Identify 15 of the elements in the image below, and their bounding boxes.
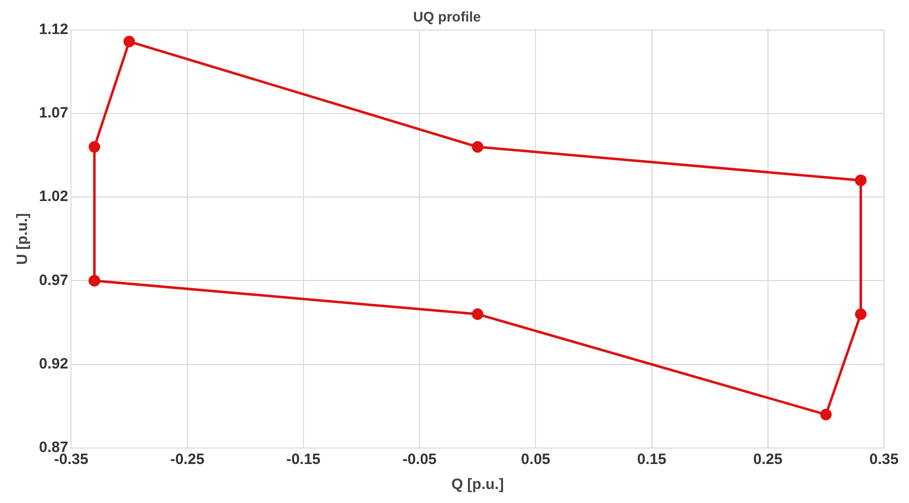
x-tick-label: -0.15 (286, 451, 321, 468)
x-axis-title: Q [p.u.] (451, 476, 504, 494)
y-tick-label: 1.02 (38, 188, 68, 206)
x-tick-label: -0.05 (402, 451, 437, 468)
y-axis-title: U [p.u.] (14, 213, 32, 265)
y-tick-label: 1.07 (38, 104, 68, 122)
x-tick-label: 0.15 (637, 451, 666, 468)
x-tick-label: 0.35 (869, 451, 899, 468)
y-tick-label: 1.12 (38, 20, 68, 38)
y-tick-label: 0.92 (38, 356, 68, 372)
x-tick-label: 0.05 (521, 451, 550, 468)
x-tick-label: 0.25 (753, 451, 782, 468)
x-tick-label: -0.25 (170, 451, 204, 468)
y-tick-label: 0.97 (38, 272, 68, 289)
chart-title: UQ profile (413, 8, 482, 24)
